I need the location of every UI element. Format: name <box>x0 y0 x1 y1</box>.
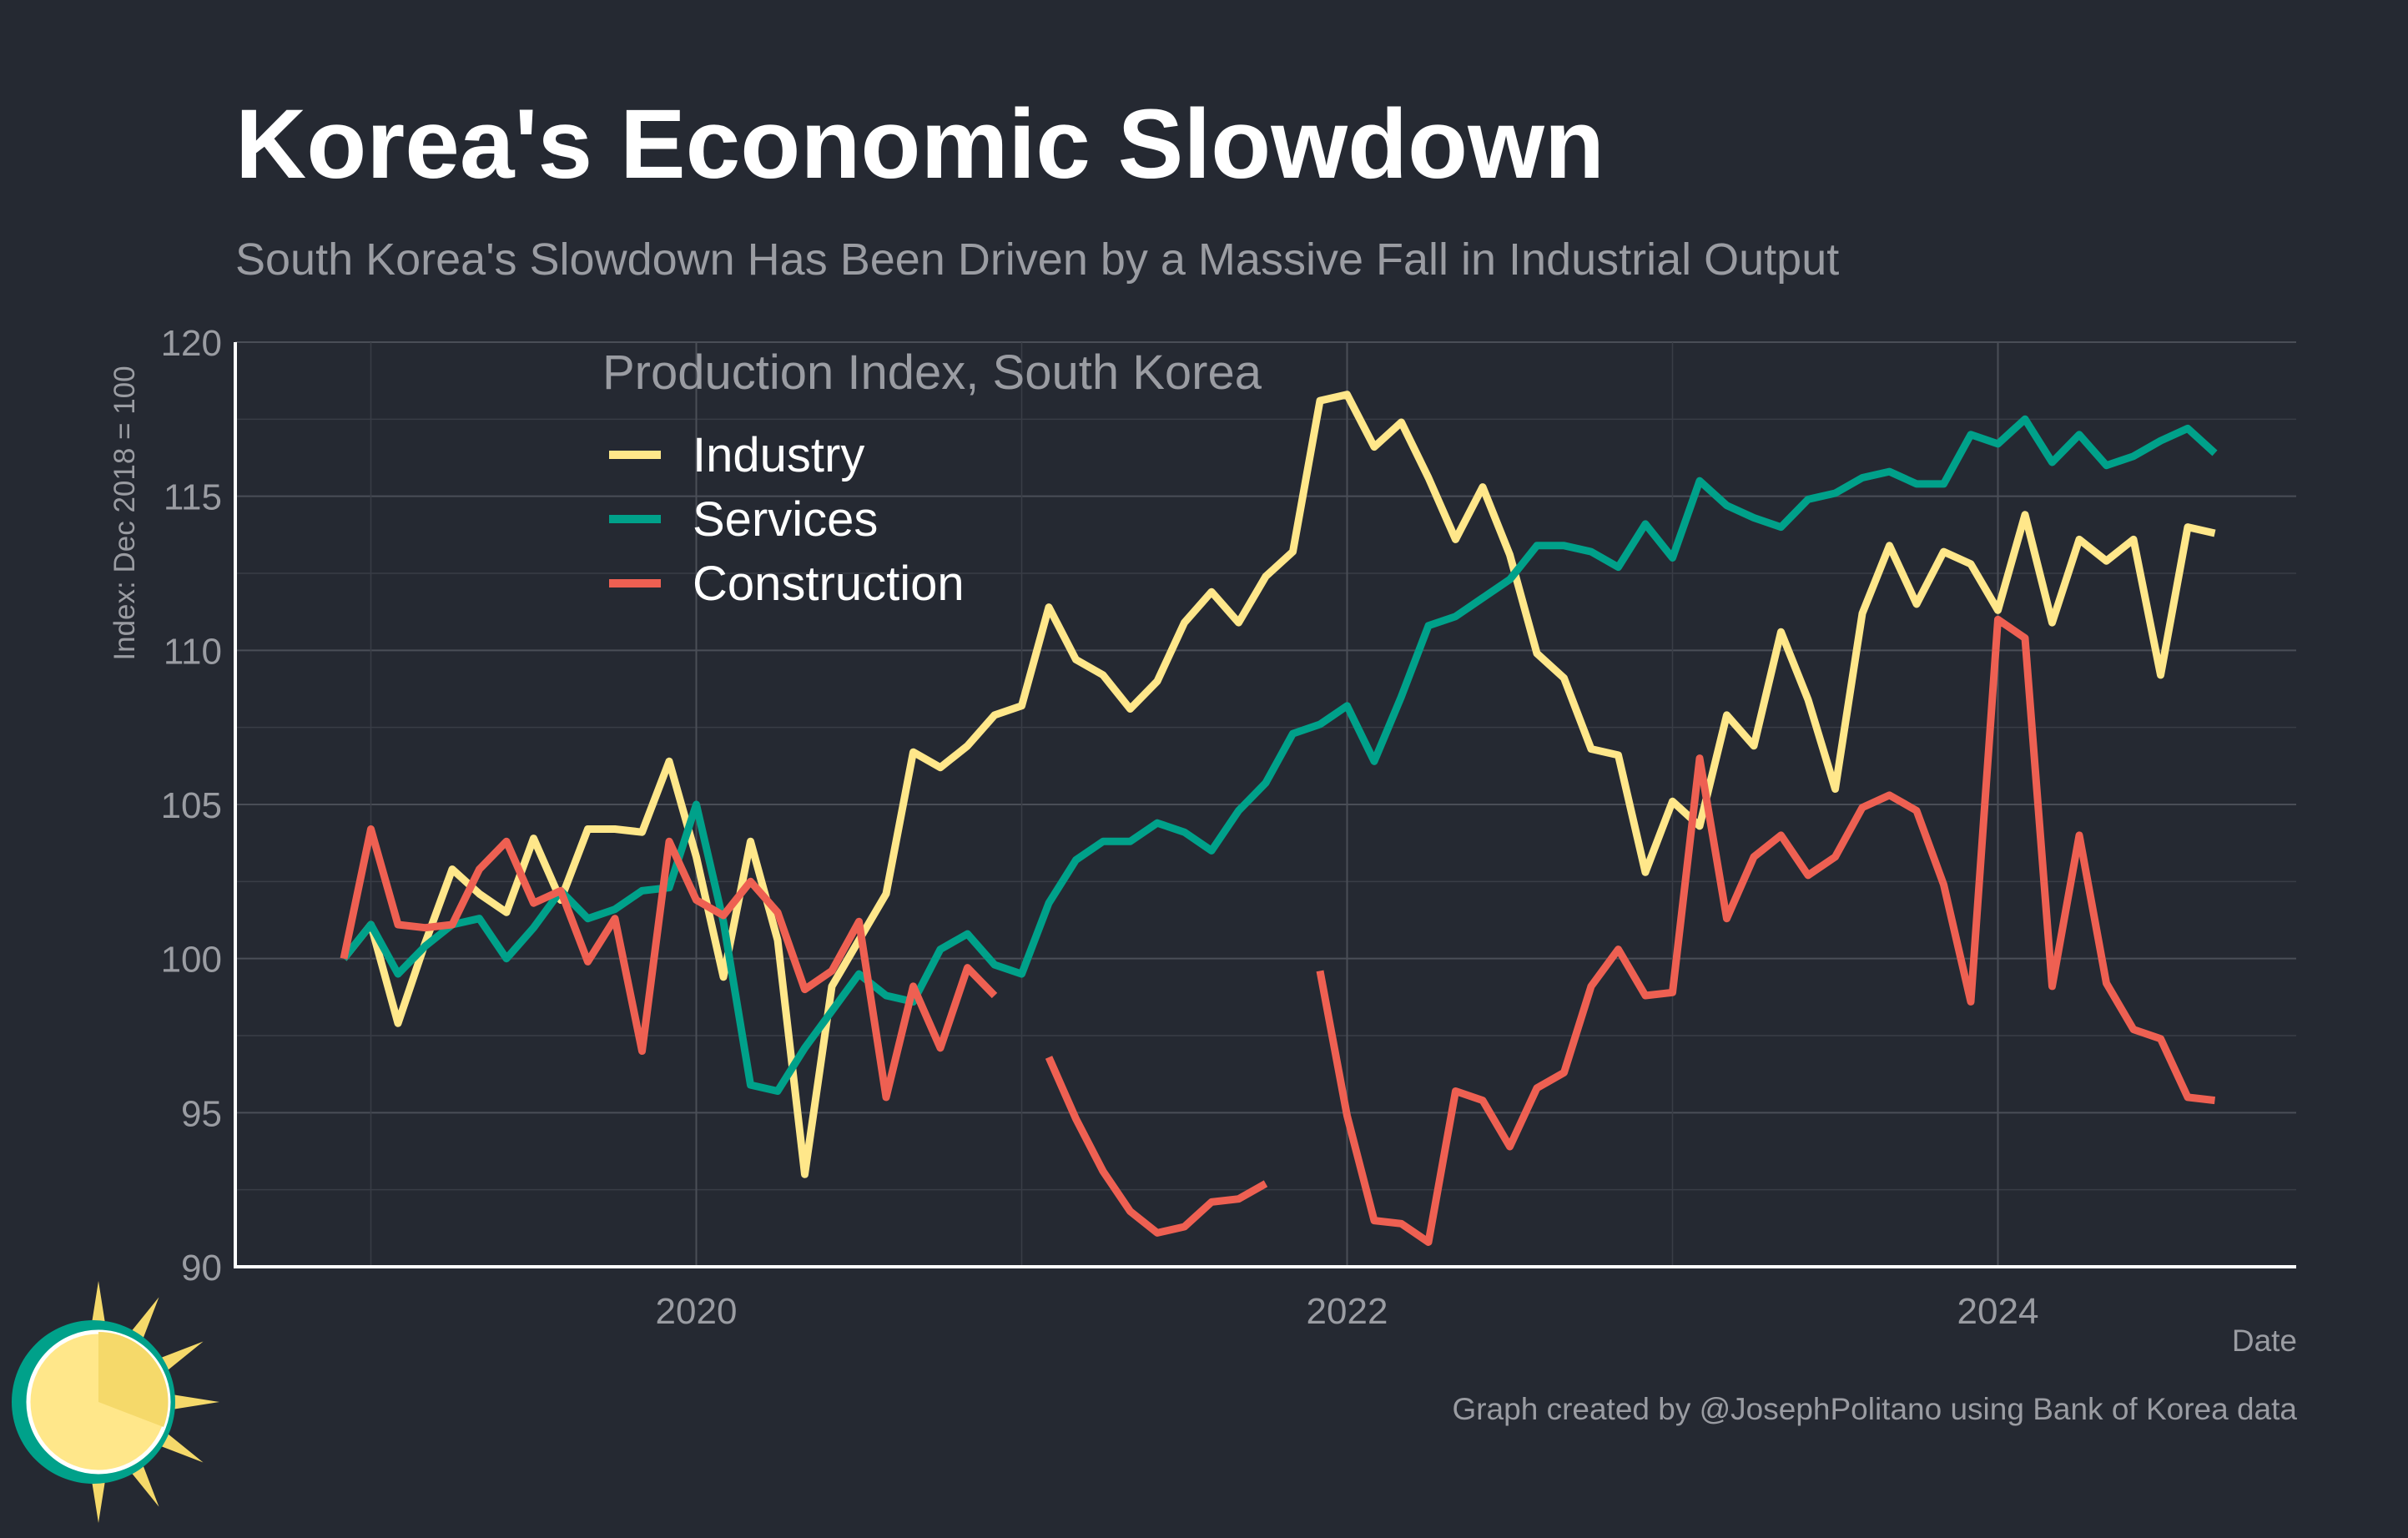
legend: Production Index, South Korea Industry Ser… <box>602 345 1262 611</box>
y-tick-label: 115 <box>164 477 222 518</box>
chart-title: Korea's Economic Slowdown <box>235 89 1604 199</box>
sun-ray <box>164 1393 219 1411</box>
source-caption: Graph created by @JosephPolitano using B… <box>1452 1392 2297 1426</box>
series-line-construction <box>1045 1056 1268 1237</box>
x-axis-label: Date <box>2231 1324 2297 1358</box>
legend-title: Production Index, South Korea <box>602 345 1262 400</box>
sun-logo-icon <box>12 1281 219 1523</box>
legend-label-construction: Construction <box>693 557 965 611</box>
x-tick-label: 2022 <box>1307 1291 1388 1332</box>
tick-labels: 90 95 100 105 110 115 120 2020 2022 2024 <box>161 323 2039 1332</box>
legend-label-industry: Industry <box>693 428 864 482</box>
y-tick-label: 105 <box>161 785 222 826</box>
y-tick-label: 110 <box>164 631 222 672</box>
y-tick-label: 90 <box>181 1248 222 1288</box>
series-line-construction <box>1316 615 2216 1246</box>
y-tick-label: 100 <box>161 940 222 981</box>
y-tick-label: 120 <box>161 323 222 364</box>
legend-label-services: Services <box>693 492 878 547</box>
y-tick-label: 95 <box>181 1093 222 1134</box>
series-line-industry <box>340 391 2216 1178</box>
chart-subtitle: South Korea's Slowdown Has Been Driven b… <box>235 234 1840 285</box>
series-line-services <box>340 415 2218 1095</box>
series-line-construction <box>340 825 998 1102</box>
series-lines <box>340 391 2218 1246</box>
x-tick-label: 2020 <box>656 1291 738 1332</box>
x-tick-label: 2024 <box>1957 1291 2039 1332</box>
axes <box>234 342 2296 1268</box>
